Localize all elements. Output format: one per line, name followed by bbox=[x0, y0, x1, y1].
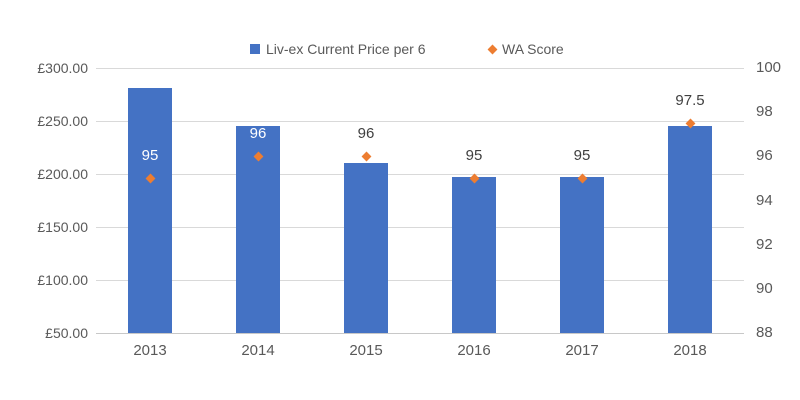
y-axis-right-tick-label: 94 bbox=[756, 191, 773, 209]
legend-item-wa-score: WA Score bbox=[487, 41, 564, 57]
bar bbox=[668, 126, 712, 333]
y-axis-left-tick-label: £200.00 bbox=[37, 166, 88, 182]
gridline bbox=[96, 120, 744, 122]
y-axis-left-tick-label: £300.00 bbox=[37, 60, 88, 76]
bar bbox=[560, 177, 604, 333]
legend-item-price: Liv-ex Current Price per 6 bbox=[250, 41, 426, 57]
wa-score-data-label: 96 bbox=[357, 125, 375, 143]
gridline bbox=[96, 173, 744, 175]
legend-label-price: Liv-ex Current Price per 6 bbox=[266, 41, 426, 57]
x-axis-tick-label: 2016 bbox=[457, 342, 491, 359]
x-axis-line bbox=[96, 333, 744, 334]
wa-score-marker-icon bbox=[361, 151, 371, 162]
bar-series-swatch-icon bbox=[250, 44, 260, 54]
y-axis-right-tick-label: 92 bbox=[756, 235, 773, 253]
y-axis-right-tick-label: 98 bbox=[756, 103, 773, 121]
y-axis-left-tick-label: £50.00 bbox=[45, 325, 88, 341]
wa-score-data-label: 95 bbox=[465, 147, 483, 165]
y-axis-right-tick-label: 90 bbox=[756, 279, 773, 297]
y-axis-right-tick-label: 100 bbox=[756, 59, 782, 76]
y-axis-right-tick-label: 88 bbox=[756, 324, 773, 341]
x-axis-tick-label: 2015 bbox=[349, 342, 383, 359]
x-axis-tick-label: 2018 bbox=[673, 342, 707, 359]
x-axis-tick-label: 2017 bbox=[565, 342, 599, 359]
legend-label-wa-score: WA Score bbox=[502, 41, 564, 57]
gridline bbox=[96, 279, 744, 281]
y-axis-left-tick-label: £150.00 bbox=[37, 219, 88, 235]
bar bbox=[452, 177, 496, 333]
x-axis-tick-label: 2013 bbox=[133, 342, 167, 359]
bar bbox=[344, 163, 388, 333]
gridline bbox=[96, 226, 744, 228]
y-axis-left-tick-label: £100.00 bbox=[37, 272, 88, 288]
x-axis-tick-label: 2014 bbox=[241, 342, 275, 359]
y-axis-left-tick-label: £250.00 bbox=[37, 113, 88, 129]
wa-score-data-label: 95 bbox=[573, 147, 591, 165]
wa-score-data-label: 96 bbox=[249, 125, 267, 143]
diamond-marker-swatch-icon bbox=[487, 44, 498, 54]
wa-score-data-label: 95 bbox=[141, 147, 159, 165]
wa-score-data-label: 97.5 bbox=[675, 92, 705, 110]
y-axis-right-tick-label: 96 bbox=[756, 147, 773, 165]
bar bbox=[128, 88, 172, 333]
gridline bbox=[96, 67, 744, 69]
